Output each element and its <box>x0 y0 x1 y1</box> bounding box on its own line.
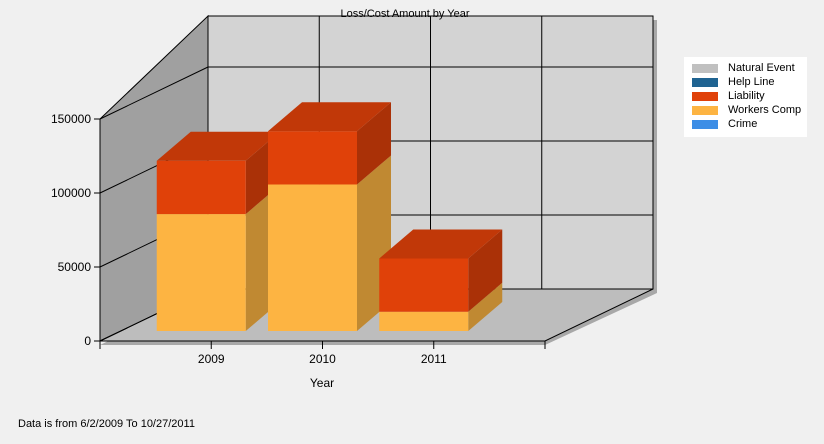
legend-label: Liability <box>728 90 765 102</box>
legend-swatch <box>692 120 718 129</box>
x-tick-label: 2009 <box>198 352 225 366</box>
legend-swatch <box>692 78 718 87</box>
legend-label: Crime <box>728 118 758 130</box>
bar-2009-workers-comp <box>156 214 246 331</box>
bar-2011-liability-side <box>468 229 503 312</box>
y-tick-label: 0 <box>84 334 91 348</box>
bar-2010-liability-top <box>268 102 391 132</box>
bar-2011-workers-comp-side <box>468 282 503 331</box>
y-tick-label: 150000 <box>51 112 91 126</box>
bar-2010-workers-comp <box>268 184 357 331</box>
legend-swatch <box>692 64 718 73</box>
bar-2009-liability-top <box>156 131 280 161</box>
bar-2010-liability-side <box>357 102 391 185</box>
legend-label: Help Line <box>728 76 775 88</box>
bar-2010-liability <box>268 131 357 185</box>
bar-2011-workers-comp <box>379 311 469 331</box>
legend-swatch <box>692 106 718 115</box>
x-axis-label: Year <box>310 376 334 390</box>
bar-2011-liability-top <box>379 229 503 259</box>
legend-label: Workers Comp <box>728 104 802 116</box>
chart-title: Loss/Cost Amount by Year <box>340 8 469 20</box>
x-tick-label: 2011 <box>421 352 447 366</box>
legend-label: Natural Event <box>728 62 795 74</box>
bar-2011-liability <box>379 258 469 312</box>
bar-2009-liability <box>156 160 246 215</box>
y-tick-label: 100000 <box>51 186 91 200</box>
side-wall-gridline <box>99 66 209 120</box>
chart-axes: 0 50000 100000 150000 2009 2010 2011 <box>51 112 546 366</box>
data-range-note: Data is from 6/2/2009 To 10/27/2011 <box>18 418 195 430</box>
chart-bars <box>156 102 503 331</box>
x-tick-label: 2010 <box>309 352 336 366</box>
y-tick-label: 50000 <box>58 260 92 274</box>
chart-legend: Natural Event Help Line Liability Workers C… <box>684 57 807 137</box>
legend-swatch <box>692 92 718 101</box>
